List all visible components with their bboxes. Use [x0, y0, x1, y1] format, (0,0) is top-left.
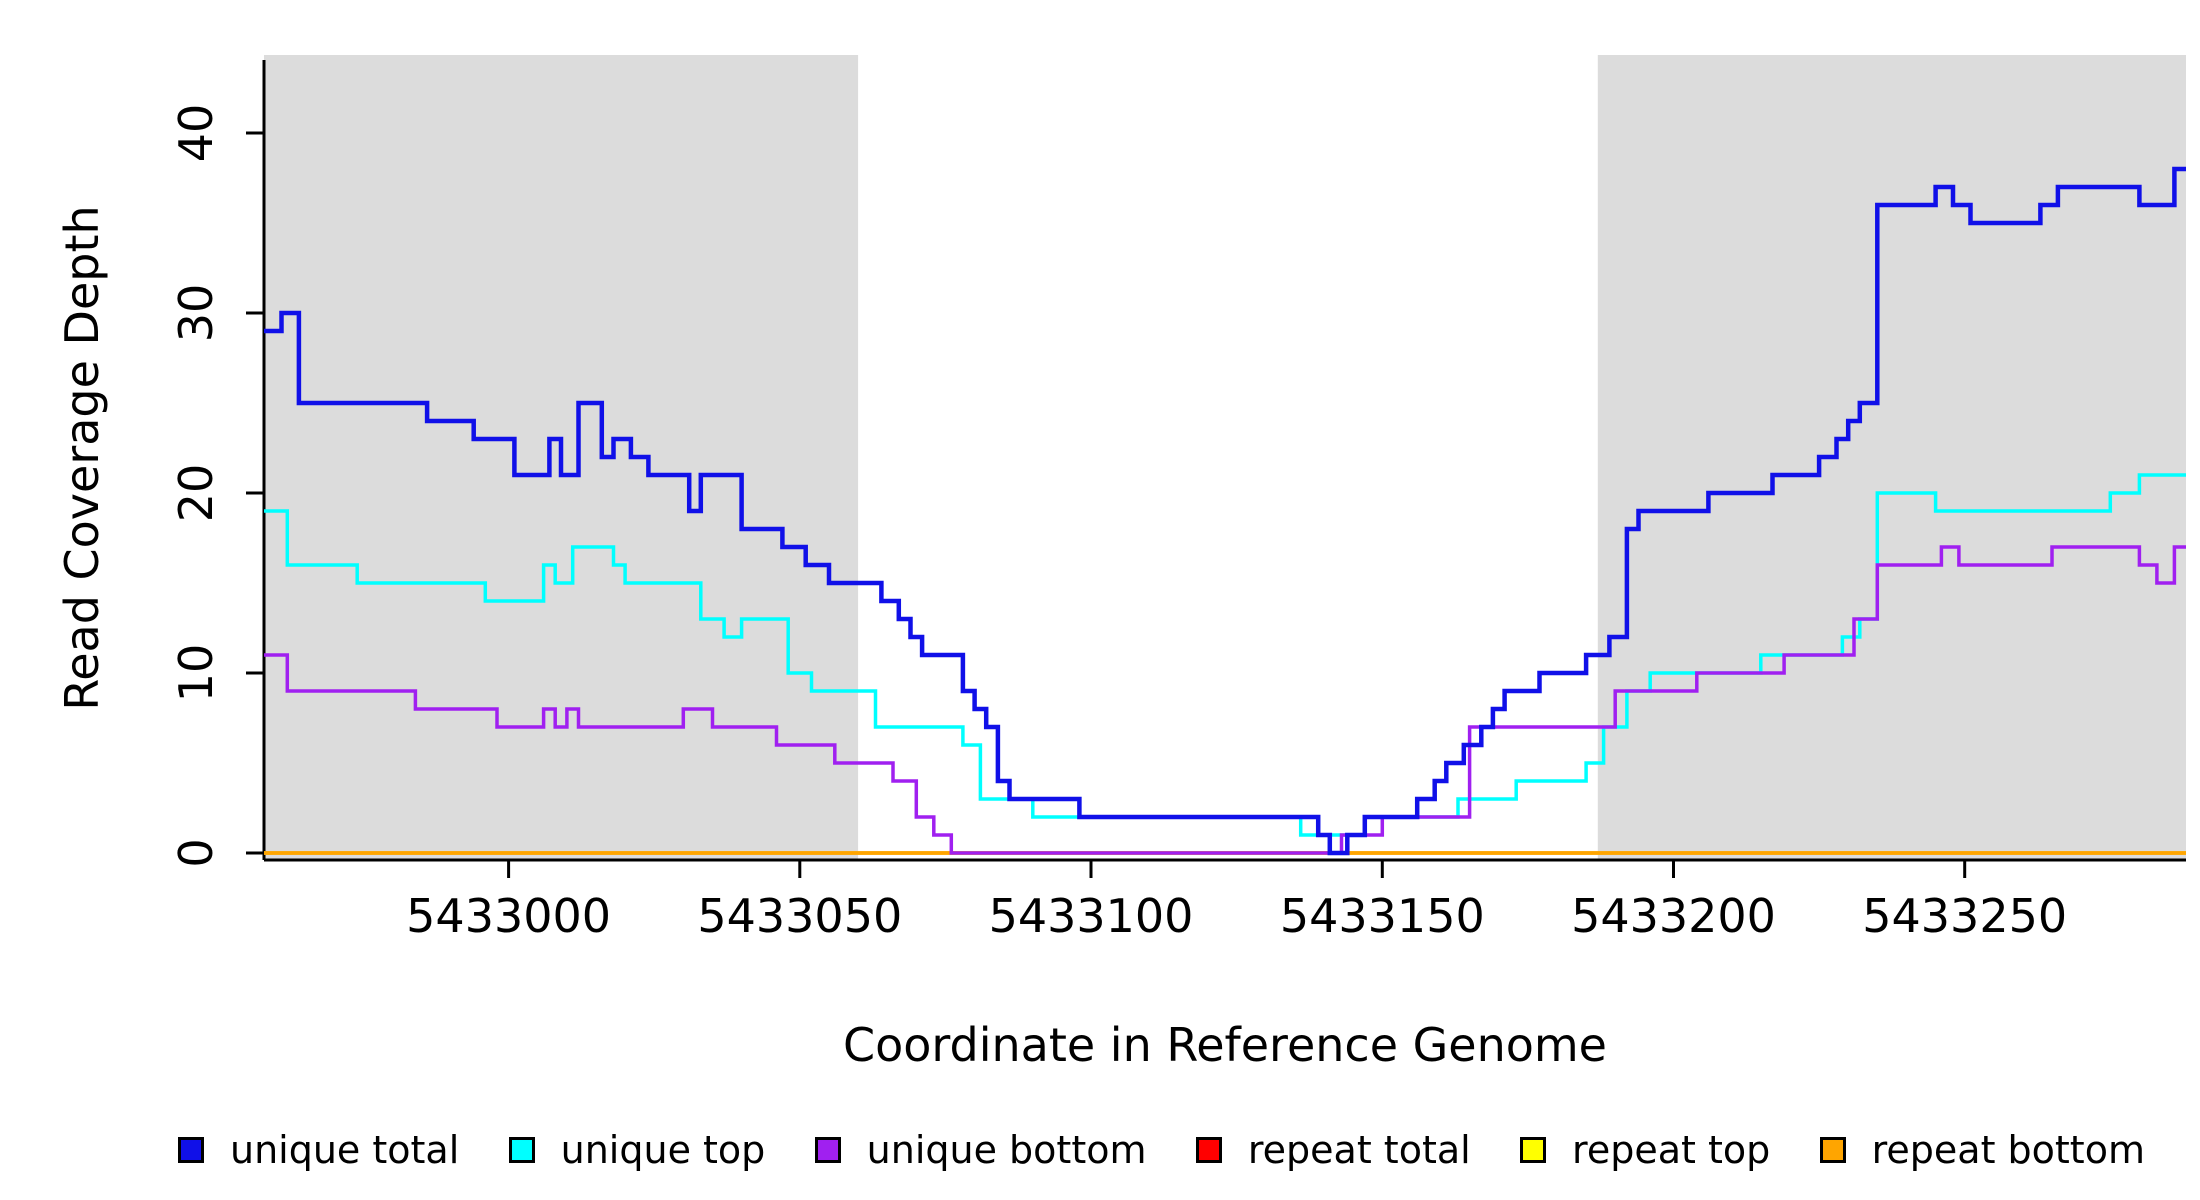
x-tick-label: 5433000	[406, 889, 611, 943]
legend-item-unique-bottom: unique bottom	[814, 1128, 1147, 1172]
legend-item-repeat-bottom: repeat bottom	[1819, 1128, 2145, 1172]
legend-label-unique-bottom: unique bottom	[866, 1128, 1147, 1172]
legend-label-repeat-total: repeat total	[1247, 1128, 1471, 1172]
legend-item-unique-total: unique total	[178, 1128, 459, 1172]
legend-swatch-repeat-bottom	[1819, 1137, 1846, 1163]
series-line-unique-top	[264, 473, 2186, 837]
legend-swatch-repeat-total	[1195, 1137, 1222, 1163]
legend-item-repeat-total: repeat total	[1195, 1128, 1471, 1172]
legend-label-unique-top: unique top	[560, 1128, 766, 1172]
legend-label-repeat-top: repeat top	[1572, 1128, 1771, 1172]
plot-area: 5433000 5433050 5433100 5433150 5433200 54332…	[169, 55, 2186, 943]
y-tick-label: 10	[169, 644, 223, 703]
legend-swatch-unique-total	[178, 1137, 204, 1163]
x-tick-label: 5433150	[1280, 889, 1485, 943]
x-axis-title: Coordinate in Reference Genome	[843, 1018, 1607, 1072]
legend-label-repeat-bottom: repeat bottom	[1871, 1128, 2145, 1172]
y-tick-label: 20	[169, 464, 223, 523]
x-tick-label: 5433200	[1571, 889, 1776, 943]
legend-swatch-unique-top	[508, 1137, 535, 1163]
y-tick-label: 30	[169, 284, 223, 343]
x-tick-label: 5433250	[1862, 889, 2067, 943]
y-axis-title: Read Coverage Depth	[55, 205, 109, 711]
legend-swatch-unique-bottom	[814, 1137, 841, 1163]
y-tick-label: 40	[169, 104, 223, 163]
x-tick-label: 5433100	[989, 889, 1194, 943]
series-line-unique-bottom	[264, 545, 2186, 855]
shaded-region	[1597, 55, 2186, 860]
y-tick-label: 0	[169, 838, 223, 867]
legend: unique total unique top unique bottom re…	[178, 1118, 2145, 1182]
legend-item-unique-top: unique top	[508, 1128, 766, 1172]
legend-item-repeat-top: repeat top	[1520, 1128, 1770, 1172]
series-line-unique-total	[264, 166, 2186, 856]
x-tick-label: 5433050	[697, 889, 902, 943]
legend-swatch-repeat-top	[1520, 1137, 1547, 1163]
legend-label-unique-total: unique total	[230, 1128, 460, 1172]
